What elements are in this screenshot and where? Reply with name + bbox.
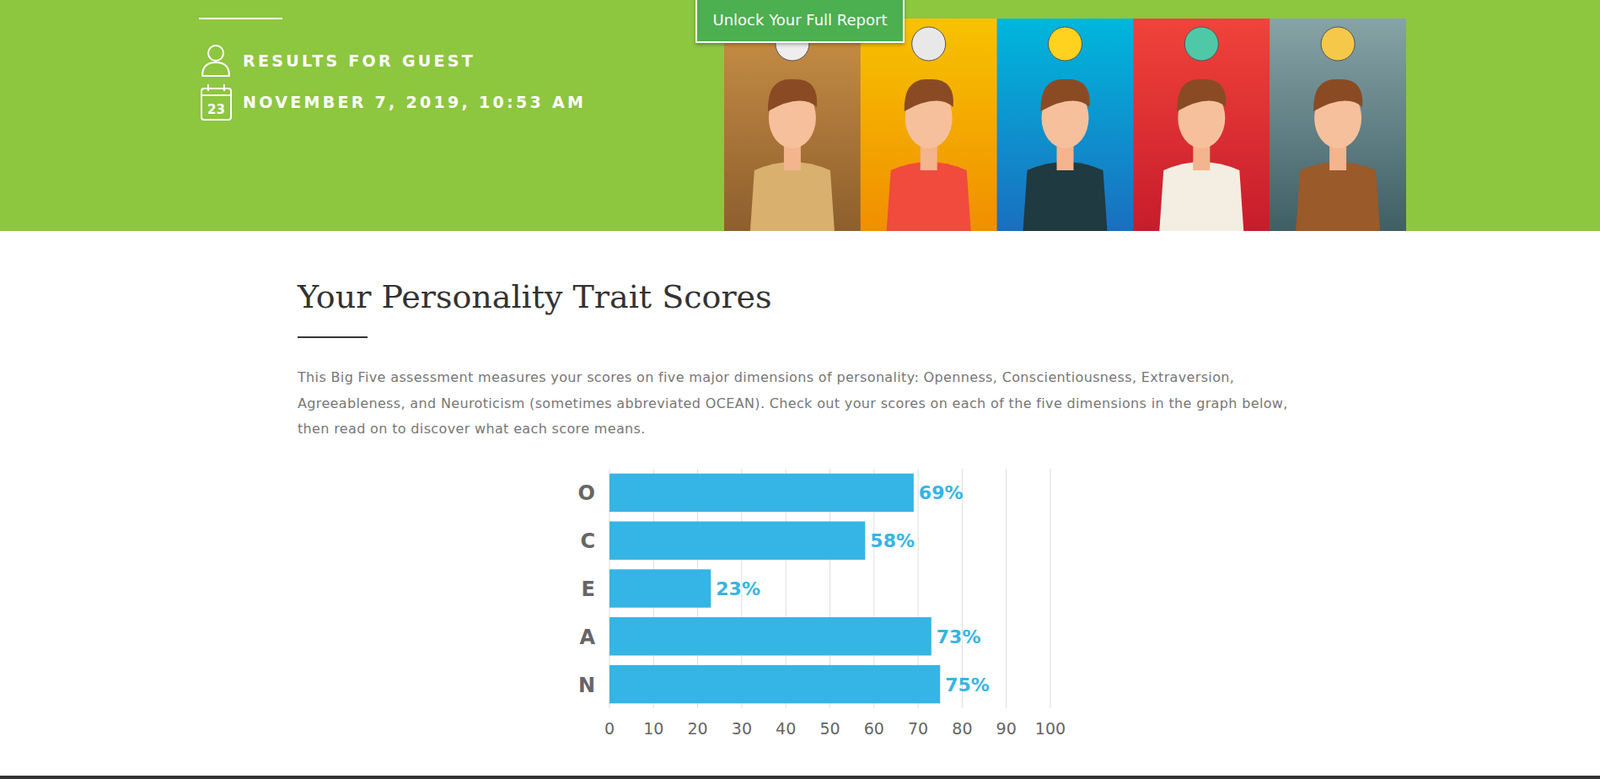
calendar-day: 23 xyxy=(207,102,226,118)
panel-icon xyxy=(1048,26,1083,61)
data-label: 75% xyxy=(944,674,990,696)
bottom-rule xyxy=(0,775,1600,779)
x-tick-label: 0 xyxy=(604,719,615,738)
figure-body xyxy=(1159,161,1244,231)
figure-body xyxy=(1295,161,1380,231)
x-tick-label: 10 xyxy=(643,719,664,738)
panel xyxy=(1132,18,1270,231)
panel xyxy=(724,18,861,231)
category-label: A xyxy=(579,625,596,650)
data-label: 69% xyxy=(918,482,964,504)
data-label: 73% xyxy=(936,626,982,648)
bar xyxy=(609,569,711,607)
grid-line xyxy=(1050,468,1052,709)
figure-hair xyxy=(767,79,817,112)
panel xyxy=(1269,18,1407,231)
category-label: C xyxy=(579,529,596,554)
panel-icon xyxy=(1320,26,1355,61)
figure-hair xyxy=(1176,79,1226,112)
chart: 0 10 20 30 40 50 60 70 80 90 100 O 69% C 58% E 23% A 73% N 7… xyxy=(0,0,1600,779)
bar xyxy=(609,617,932,656)
figure-hair xyxy=(1313,79,1363,112)
header-icons: 23 xyxy=(195,40,238,176)
x-tick-label: 40 xyxy=(775,719,796,738)
figure-body xyxy=(1023,161,1108,231)
x-tick-label: 50 xyxy=(819,719,840,738)
bars xyxy=(609,473,940,704)
figure-body xyxy=(886,161,972,231)
user-icon-body xyxy=(202,62,230,76)
x-tick-label: 90 xyxy=(996,719,1017,738)
x-tick-label: 60 xyxy=(864,719,885,738)
header-rule xyxy=(198,17,283,20)
x-tick-label: 30 xyxy=(731,719,752,738)
figure-body xyxy=(750,161,835,231)
user-label: RESULTS FOR GUEST xyxy=(242,51,476,70)
data-label: 58% xyxy=(869,530,915,552)
panel-icon xyxy=(912,26,946,61)
x-tick-label: 100 xyxy=(1035,719,1066,738)
user-icon-head xyxy=(208,45,224,61)
panel xyxy=(860,18,998,231)
bar xyxy=(609,520,865,559)
date-label: NOVEMBER 7, 2019, 10:53 AM xyxy=(242,92,586,112)
category-label: O xyxy=(578,481,596,505)
data-label: 23% xyxy=(715,578,761,600)
panel xyxy=(997,18,1134,231)
x-tick-label: 20 xyxy=(687,719,709,738)
x-tick-label: 80 xyxy=(951,719,972,738)
grid-line xyxy=(1005,468,1007,709)
calendar-icon-bar xyxy=(201,94,231,97)
section-title: Your Personality Trait Scores xyxy=(297,278,773,316)
bar xyxy=(609,665,940,704)
calendar-icon-ring xyxy=(223,84,226,92)
bar xyxy=(609,473,914,512)
grid-line xyxy=(961,468,963,709)
calendar-icon-ring xyxy=(207,84,210,92)
section-text: This Big Five assessment measures your s… xyxy=(297,365,1305,443)
category-label: N xyxy=(578,673,596,698)
panel-icon xyxy=(1184,26,1219,61)
figure-hair xyxy=(904,79,954,112)
x-tick-label: 70 xyxy=(907,719,929,738)
figure-hair xyxy=(1040,79,1090,112)
illustration xyxy=(724,18,1407,231)
unlock-button[interactable]: Unlock Your Full Report xyxy=(695,0,905,43)
category-label: E xyxy=(581,577,596,602)
calendar-icon xyxy=(201,88,231,120)
title-underline xyxy=(297,336,368,339)
